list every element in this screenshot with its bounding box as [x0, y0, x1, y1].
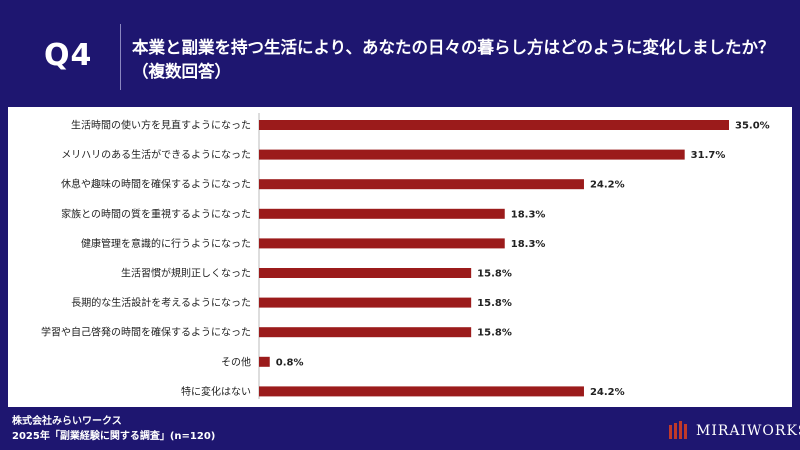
logo-text: MIRAIWORKS: [696, 423, 800, 439]
bar: [259, 297, 472, 308]
value-label: 18.3%: [511, 239, 546, 250]
footer: 株式会社みらいワークス 2025年「副業経験に関する調査」(n=120): [12, 414, 215, 444]
bar: [259, 149, 685, 160]
question-line-1: 本業と副業を持つ生活により、あなたの日々の暮らし方はどのように変化しましたか？: [132, 38, 775, 57]
bar: [259, 327, 472, 338]
bar: [259, 120, 729, 130]
category-label: 家族との時間の質を重視するようになった: [61, 207, 251, 220]
category-label: 健康管理を意識的に行うようになった: [81, 237, 251, 250]
value-label: 15.8%: [477, 298, 512, 309]
value-label: 35.0%: [735, 121, 770, 132]
value-label: 0.8%: [276, 357, 304, 368]
category-label: 学習や自己啓発の時間を確保するようになった: [41, 326, 251, 339]
footer-survey: 2025年「副業経験に関する調査」(n=120): [12, 431, 216, 442]
value-label: 15.8%: [477, 269, 512, 280]
category-label: 長期的な生活設計を考えるようになった: [71, 296, 251, 309]
category-label: その他: [221, 355, 251, 368]
chart-panel: 生活時間の使い方を見直すようになった 35.0% メリハリのある生活ができるようにな…: [8, 107, 792, 407]
company-logo: MIRAIWORKS: [668, 420, 800, 442]
question-line-2: （複数回答）: [132, 62, 231, 81]
value-label: 24.2%: [590, 180, 625, 191]
bar-chart: 生活時間の使い方を見直すようになった 35.0% メリハリのある生活ができるようにな…: [41, 113, 770, 399]
category-label: 生活習慣が規則正しくなった: [121, 267, 251, 280]
category-label: 休息や趣味の時間を確保するようになった: [61, 178, 251, 191]
category-label: 生活時間の使い方を見直すようになった: [71, 119, 251, 132]
value-label: 18.3%: [511, 209, 546, 220]
category-label: 特に変化はない: [181, 385, 251, 398]
bar: [259, 179, 584, 190]
value-label: 24.2%: [590, 387, 625, 398]
bar: [259, 268, 472, 278]
mirai-logo-icon: [669, 421, 687, 439]
question-number: Q4: [44, 38, 93, 73]
value-label: 15.8%: [477, 328, 512, 339]
header: Q4 本業と副業を持つ生活により、あなたの日々の暮らし方はどのように変化しました…: [0, 0, 800, 105]
bar: [259, 238, 505, 249]
footer-company: 株式会社みらいワークス: [12, 416, 122, 427]
bar: [259, 208, 505, 219]
bar: [259, 356, 270, 367]
bar: [259, 386, 584, 397]
category-label: メリハリのある生活ができるようになった: [61, 148, 251, 161]
value-label: 31.7%: [691, 150, 726, 161]
header-divider: [120, 24, 121, 90]
question-text: 本業と副業を持つ生活により、あなたの日々の暮らし方はどのように変化しましたか？ …: [132, 36, 782, 84]
